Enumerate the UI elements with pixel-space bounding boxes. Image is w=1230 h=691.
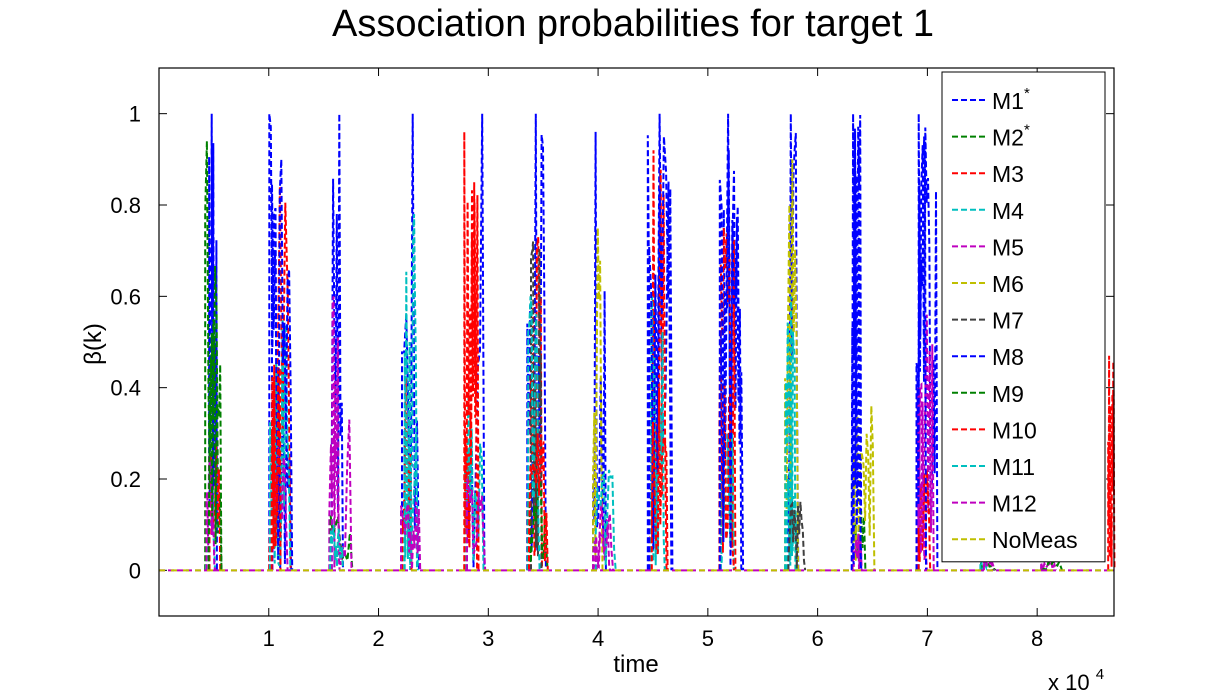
- y-tick-label: 0.4: [110, 376, 141, 401]
- series-m6-line: [592, 227, 604, 571]
- series-m4-line: [594, 469, 617, 571]
- y-tick-label: 0.2: [110, 467, 141, 492]
- legend-label-text: M10: [992, 417, 1037, 443]
- series-m11-line: [403, 341, 419, 571]
- x-tick-label: 4: [592, 626, 604, 651]
- series-m3-line: [718, 227, 737, 571]
- y-tick-label: 1: [129, 102, 141, 127]
- chart-title: Association probabilities for target 1: [332, 3, 934, 45]
- y-axis-label: β(k): [80, 323, 107, 365]
- legend-label-text: M7: [992, 308, 1024, 334]
- legend-label-text: M2: [992, 125, 1024, 151]
- series-m4-line: [329, 524, 344, 571]
- legend-label-text: M5: [992, 234, 1024, 260]
- legend-label: M10: [992, 417, 1037, 443]
- series-m5-line: [328, 296, 341, 571]
- x-multiplier-exponent: 4: [1096, 666, 1104, 683]
- plot-frame: [158, 67, 1115, 617]
- legend-label-text: M4: [992, 198, 1024, 224]
- legend-label: M11: [992, 454, 1035, 480]
- series-m10-line: [650, 387, 669, 571]
- series-m5-line: [466, 478, 487, 571]
- legend-label: M1*: [992, 85, 1030, 114]
- series-m10-line: [528, 433, 549, 571]
- x-tick-label: 6: [811, 626, 823, 651]
- y-tick-label: 0: [129, 558, 141, 583]
- x-multiplier-base: x 10: [1048, 670, 1090, 691]
- series-m2-line: [526, 478, 549, 571]
- series-m1-line: [526, 113, 547, 571]
- y-tick-label: 0.8: [110, 193, 141, 218]
- legend-label: M7: [992, 308, 1024, 334]
- series-m12-line: [330, 419, 353, 571]
- legend-label-text: M12: [992, 491, 1037, 517]
- legend-label-text: M6: [992, 271, 1024, 297]
- series-m8-line: [271, 159, 294, 571]
- legend-label-superscript: *: [1024, 122, 1030, 139]
- x-tick-labels: 1 2 3 4 5 6 7 8: [263, 626, 1044, 651]
- x-tick-label: 5: [702, 626, 714, 651]
- legend-label: M5: [992, 234, 1024, 260]
- series-m2-line: [1041, 558, 1063, 571]
- x-tick-label: 7: [921, 626, 933, 651]
- legend-label-text: M9: [992, 381, 1024, 407]
- series-m8-line: [915, 136, 927, 571]
- series-m11-line: [527, 296, 541, 571]
- series-m7-line: [787, 500, 807, 571]
- plot-series: [204, 113, 1116, 573]
- series-m5-line: [982, 558, 996, 571]
- x-tick-label: 3: [482, 626, 494, 651]
- series-m3-line: [208, 442, 222, 571]
- legend-label: M2*: [992, 122, 1030, 151]
- legend-label: M8: [992, 344, 1024, 370]
- series-m4-line: [784, 296, 797, 571]
- legend-label-text: M1: [992, 88, 1024, 114]
- series-m5-line: [205, 456, 217, 571]
- x-tick-label: 8: [1031, 626, 1043, 651]
- series-m8-line: [718, 150, 745, 571]
- legend-label: M3: [992, 161, 1024, 187]
- legend-label: M4: [992, 198, 1024, 224]
- x-axis-label: time: [613, 651, 658, 678]
- series-m5-line: [592, 501, 615, 571]
- legend-label: M6: [992, 271, 1024, 297]
- series-m10-line: [270, 364, 282, 571]
- x-multiplier: x 10 4: [1048, 666, 1104, 691]
- series-m1-line: [917, 113, 939, 571]
- series-m2-line: [204, 141, 223, 571]
- y-tick-labels: 0 0.2 0.4 0.6 0.8 1: [110, 102, 141, 584]
- series-m1-line: [330, 113, 344, 571]
- legend-label-text: M11: [992, 454, 1035, 480]
- legend-label: NoMeas: [992, 527, 1078, 553]
- series-m4-line: [269, 319, 292, 571]
- series-m6-line: [851, 405, 876, 571]
- legend-label: M9: [992, 381, 1024, 407]
- x-tick-label: 1: [263, 626, 275, 651]
- series-m12-line: [592, 524, 612, 571]
- legend-label-text: M3: [992, 161, 1024, 187]
- series-m10-line: [463, 182, 480, 571]
- x-tick-label: 2: [372, 626, 384, 651]
- series-m8-line: [850, 127, 862, 571]
- y-tick-label: 0.6: [110, 284, 141, 309]
- legend-box: [941, 71, 1106, 563]
- legend-label-superscript: *: [1024, 85, 1030, 102]
- series-m5-line: [400, 501, 422, 571]
- legend-label-text: NoMeas: [992, 527, 1078, 553]
- series-m7-line: [530, 241, 543, 571]
- legend-label-text: M8: [992, 344, 1024, 370]
- legend-label: M12: [992, 491, 1037, 517]
